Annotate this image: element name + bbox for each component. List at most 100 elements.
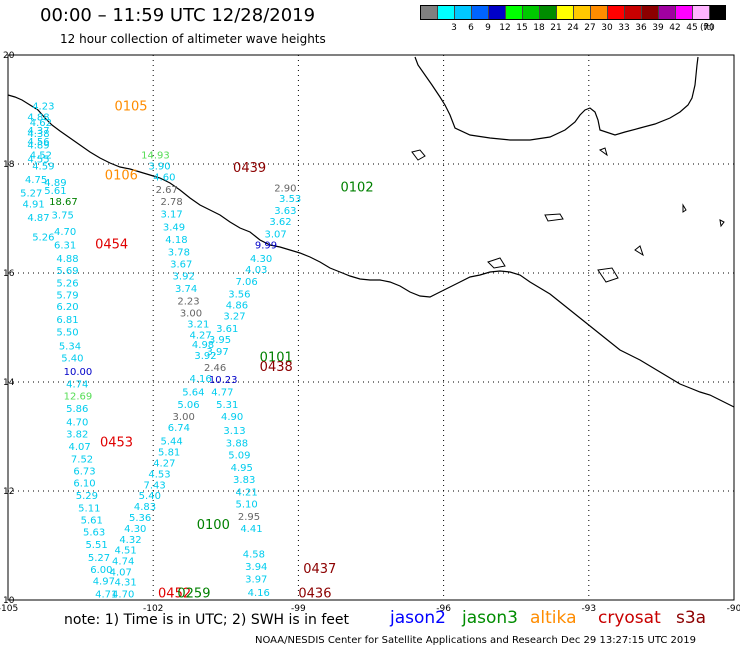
- map-grid: [8, 55, 734, 600]
- wave-height-value: 4.95: [231, 463, 253, 474]
- wave-height-value: 4.98: [192, 340, 214, 351]
- wave-height-value: 4.07: [110, 567, 132, 578]
- wave-height-value: 3.90: [148, 161, 170, 172]
- wave-height-value: 3.56: [228, 290, 250, 301]
- lon-tick-label: -90: [727, 604, 740, 614]
- legend-label: 39: [652, 23, 664, 33]
- track-pass-label: 0438: [260, 360, 293, 375]
- track-pass-label: 0100: [197, 518, 230, 533]
- wave-height-value: 4.03: [245, 265, 267, 276]
- legend-label: 9: [485, 23, 491, 33]
- wave-height-value: 3.82: [66, 430, 88, 441]
- wave-height-value: 3.07: [265, 230, 287, 241]
- wave-height-value: 5.27: [88, 553, 110, 564]
- legend-swatch: [488, 5, 505, 20]
- wave-height-value: 4.97: [93, 577, 115, 588]
- wave-height-value: 3.49: [163, 222, 185, 233]
- wave-height-value: 3.92: [173, 272, 195, 283]
- legend-label: 15: [516, 23, 528, 33]
- legend-label: 6: [468, 23, 474, 33]
- wave-height-value: 4.55: [27, 154, 49, 165]
- wave-height-value: 2.23: [177, 297, 199, 308]
- wave-height-value: 6.74: [168, 423, 190, 434]
- wave-height-value: 5.40: [139, 491, 161, 502]
- wave-height-value: 4.07: [69, 442, 91, 453]
- gulf-coastline: [414, 56, 699, 141]
- wave-height-value: 3.13: [223, 426, 245, 437]
- legend-label: 21: [550, 23, 562, 33]
- track-pass-label: 0102: [341, 180, 374, 195]
- axis-ticks: -105 -102 -99 -96 -93 -90 20 18 16 14 12 10: [0, 51, 740, 614]
- island-outline: [544, 213, 564, 222]
- wave-height-value: 10.00: [64, 367, 93, 378]
- wave-height-value: 7.06: [235, 277, 257, 288]
- legend-label: 70: [703, 23, 715, 33]
- wave-height-value: 5.31: [216, 400, 238, 411]
- wave-height-value: 5.50: [56, 328, 78, 339]
- wave-height-value: 6.81: [56, 315, 78, 326]
- wave-height-value: 4.59: [32, 161, 54, 172]
- legend-swatch: [658, 5, 675, 20]
- wave-height-value: 7.52: [71, 455, 93, 466]
- wave-height-value: 4.21: [235, 487, 257, 498]
- island-outline: [634, 245, 644, 257]
- wave-height-value: 2.78: [160, 197, 182, 208]
- wave-height-value: 5.51: [85, 540, 107, 551]
- wave-height-value: 4.90: [221, 412, 243, 423]
- wave-height-value: 5.11: [78, 504, 100, 515]
- wave-observations: 4.234.884.624.374.384.564.894.524.554.59…: [20, 102, 301, 601]
- wave-height-value: 4.88: [27, 112, 49, 123]
- legend-label: 3: [451, 23, 457, 33]
- footer-credit: NOAA/NESDIS Center for Satellite Applica…: [255, 635, 697, 646]
- legend-swatch: [692, 5, 709, 20]
- wave-height-value: 5.06: [177, 400, 199, 411]
- legend-label: 12: [499, 23, 511, 33]
- legend-swatch: [709, 5, 726, 20]
- wave-height-value: 5.34: [59, 341, 81, 352]
- satellite-name: s3a: [676, 608, 707, 628]
- island-outline: [719, 219, 725, 228]
- wave-height-value: 6.73: [73, 467, 95, 478]
- legend-label: 24: [567, 23, 579, 33]
- wave-height-value: 5.26: [32, 232, 54, 243]
- wave-height-value: 4.56: [27, 137, 49, 148]
- legend-swatch: [454, 5, 471, 20]
- wave-height-value: 4.18: [165, 235, 187, 246]
- legend-swatch: [522, 5, 539, 20]
- wave-height-value: 5.86: [66, 404, 88, 415]
- lon-tick-label: -99: [291, 604, 306, 614]
- wave-height-value: 5.27: [20, 189, 42, 200]
- wave-height-value: 4.83: [134, 502, 156, 513]
- wave-height-value: 4.38: [27, 129, 49, 140]
- wave-height-value: 5.40: [61, 353, 83, 364]
- wave-height-value: 5.63: [83, 528, 105, 539]
- wave-height-value: 5.64: [182, 388, 204, 399]
- wave-height-value: 6.10: [73, 479, 95, 490]
- legend-label: 33: [618, 23, 630, 33]
- wave-height-value: 3.78: [168, 248, 190, 259]
- lon-tick-label: -96: [436, 604, 451, 614]
- wave-height-value: 4.75: [25, 175, 47, 186]
- wave-height-value: 4.89: [27, 141, 49, 152]
- satellite-name: cryosat: [598, 608, 661, 628]
- wave-height-value: 4.91: [23, 200, 45, 211]
- lon-tick-label: -105: [0, 604, 18, 614]
- track-pass-label: 0101: [260, 350, 293, 365]
- map-subtitle: 12 hour collection of altimeter wave hei…: [60, 32, 326, 46]
- island-outline: [598, 147, 608, 157]
- track-pass-label: 0439: [233, 161, 266, 176]
- wave-height-value: 3.92: [194, 351, 216, 362]
- legend-swatch: [437, 5, 454, 20]
- wave-height-value: 4.60: [153, 172, 175, 183]
- wave-height-value: 4.27: [153, 458, 175, 469]
- wave-height-value: 4.71: [95, 589, 117, 600]
- wave-height-value: 5.10: [235, 499, 257, 510]
- wave-height-value: 14.93: [141, 151, 170, 162]
- wave-height-value: 3.17: [160, 209, 182, 220]
- coastline: [7, 56, 735, 408]
- lon-tick-label: -102: [143, 604, 163, 614]
- wave-height-value: 4.30: [124, 524, 146, 535]
- wave-height-value: 3.75: [52, 211, 74, 222]
- wave-height-value: 5.81: [158, 448, 180, 459]
